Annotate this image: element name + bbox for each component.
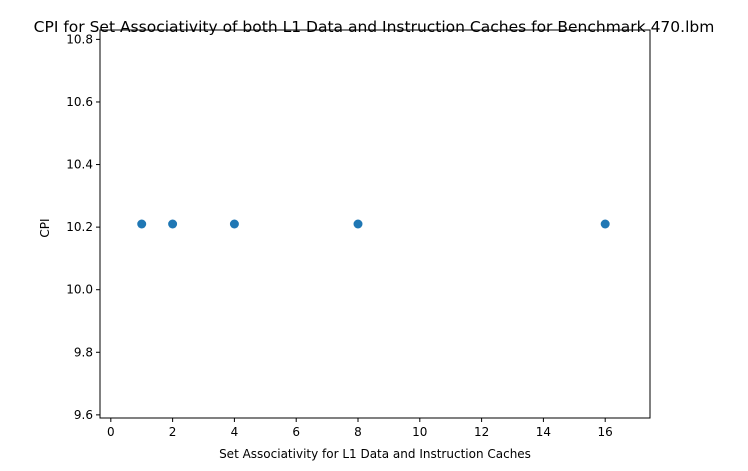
x-tick-label: 12	[474, 425, 489, 439]
y-tick-label: 10.6	[66, 95, 93, 109]
x-tick-label: 4	[231, 425, 239, 439]
data-point	[168, 219, 178, 229]
y-tick-label: 10.2	[66, 220, 93, 234]
y-tick-label: 10.4	[66, 158, 93, 172]
x-axis-ticks: 0 2 4 6 8 10 12 14 16	[107, 418, 613, 439]
x-tick-label: 0	[107, 425, 115, 439]
data-points	[137, 219, 610, 229]
x-tick-label: 6	[292, 425, 300, 439]
data-point	[353, 219, 363, 229]
y-tick-label: 10.8	[66, 32, 93, 46]
data-point	[137, 219, 147, 229]
x-tick-label: 8	[354, 425, 362, 439]
data-point	[229, 219, 239, 229]
x-tick-label: 10	[412, 425, 427, 439]
y-tick-label: 9.8	[74, 345, 93, 359]
y-tick-label: 9.6	[74, 408, 93, 422]
plot-frame	[99, 29, 651, 419]
x-tick-label: 2	[169, 425, 177, 439]
y-tick-label: 10.0	[66, 283, 93, 297]
y-axis-ticks: 9.6 9.8 10.0 10.2 10.4 10.6 10.8	[66, 32, 100, 422]
data-point	[600, 219, 610, 229]
chart-title: CPI for Set Associativity of both L1 Dat…	[34, 18, 715, 36]
x-axis-label: Set Associativity for L1 Data and Instru…	[219, 447, 531, 461]
y-axis-label: CPI	[38, 218, 52, 237]
x-tick-label: 16	[598, 425, 613, 439]
x-tick-label: 14	[536, 425, 551, 439]
